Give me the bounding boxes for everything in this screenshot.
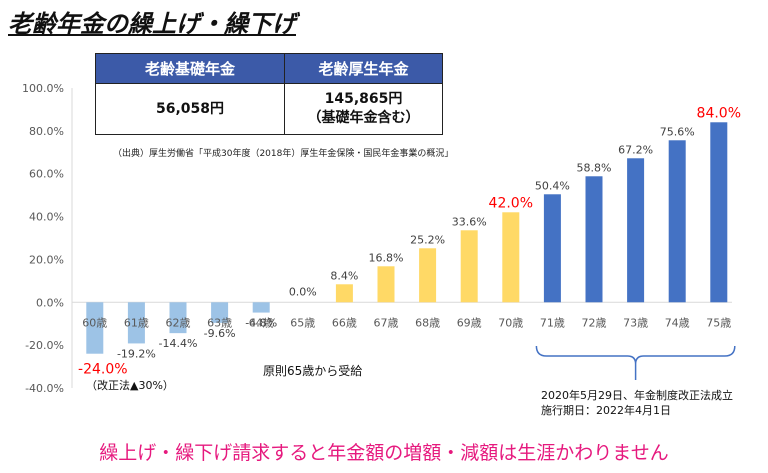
value-label: 84.0%: [697, 105, 741, 121]
bar: [668, 140, 686, 303]
reform-bracket: [535, 345, 736, 380]
y-tick-label: 40.0%: [29, 211, 64, 224]
value-label: -19.2%: [117, 347, 156, 360]
bar: [627, 158, 645, 303]
y-tick-label: 60.0%: [29, 168, 64, 181]
category-label: 60歳: [82, 316, 107, 329]
bar: [460, 230, 478, 303]
category-label: 62歳: [166, 316, 191, 329]
category-label: 74歳: [665, 316, 690, 329]
bar: [86, 302, 104, 354]
welfare-pension-header: 老齢厚生年金: [284, 53, 443, 84]
y-tick-label: 80.0%: [29, 125, 64, 138]
bar: [419, 248, 437, 303]
bar: [211, 302, 229, 323]
category-label: 63歳: [207, 316, 232, 329]
value-label: 67.2%: [618, 143, 653, 156]
value-label: -14.4%: [159, 337, 198, 350]
early-reform-note: （改正法▲30%）: [86, 379, 174, 392]
category-label: 71歳: [540, 316, 565, 329]
bar: [127, 302, 145, 344]
welfare-pension-note: （基礎年金含む）: [307, 110, 420, 126]
bars-group: [86, 122, 728, 354]
bar: [377, 266, 395, 303]
category-label: 69歳: [457, 316, 482, 329]
reform-note-line1: 2020年5月29日、年金制度改正法成立: [541, 389, 733, 402]
value-labels-group: -24.0% -19.2%-14.4% -9.6% -4.8% 0.0% 8.4% 16.8…: [78, 105, 741, 377]
y-tick-label: 20.0%: [29, 253, 64, 266]
basic-pension-header: 老齢基礎年金: [95, 53, 285, 84]
value-label: 50.4%: [535, 179, 570, 192]
value-label: 25.2%: [410, 233, 445, 246]
y-tick-label: -20.0%: [25, 339, 64, 352]
y-axis-ticks: 100.0% 80.0% 60.0% 40.0% 20.0% 0.0% -20.0% -40.…: [22, 82, 64, 395]
category-label: 66歳: [332, 316, 357, 329]
pension-amount-table: 老齢基礎年金 老齢厚生年金 56,058円 145,865円 （基礎年金含む）: [95, 53, 443, 135]
welfare-pension-amount: 145,865円 （基礎年金含む）: [284, 83, 443, 135]
category-label: 75歳: [706, 316, 731, 329]
category-label: 72歳: [582, 316, 607, 329]
basic-pension-value: 56,058円: [155, 100, 225, 117]
category-label: 68歳: [415, 316, 440, 329]
value-label: -24.0%: [78, 362, 128, 378]
category-label: 61歳: [124, 316, 149, 329]
standard-age-note: 原則65歳から受給: [263, 364, 363, 378]
category-label: 70歳: [498, 316, 523, 329]
y-tick-label: 100.0%: [22, 82, 64, 95]
bar: [543, 194, 561, 303]
category-label: 67歳: [374, 316, 399, 329]
value-label: 75.6%: [660, 125, 695, 138]
y-tick-label: -40.0%: [25, 382, 64, 395]
reform-note-line2: 施行期日：2022年4月1日: [541, 404, 671, 417]
page-title: 老齢年金の繰上げ・繰下げ: [8, 10, 296, 38]
value-label: 33.6%: [452, 215, 487, 228]
category-label: 65歳: [290, 316, 315, 329]
bar: [335, 284, 353, 303]
value-label: 16.8%: [369, 251, 404, 264]
bar: [252, 302, 270, 313]
category-label: 64歳: [249, 316, 274, 329]
category-label: 73歳: [623, 316, 648, 329]
source-note: （出典）厚生労働省「平成30年度（2018年）厚生年金保険・国民年金事業の概況」: [113, 149, 454, 159]
category-labels-group: 60歳 61歳 62歳 63歳 64歳 65歳 66歳 67歳 68歳 69歳 70歳 71歳 72歳 7…: [82, 316, 731, 329]
welfare-pension-value: 145,865円: [324, 91, 403, 107]
value-label: -4.8%: [245, 317, 277, 330]
value-label: 42.0%: [489, 195, 533, 211]
value-label: 0.0%: [289, 285, 317, 298]
basic-pension-amount: 56,058円: [95, 83, 285, 135]
bar: [710, 122, 728, 303]
bar: [502, 212, 520, 303]
value-label: -9.6%: [204, 327, 236, 340]
value-label: 8.4%: [330, 269, 358, 282]
reform-date-note: 2020年5月29日、年金制度改正法成立 施行期日：2022年4月1日: [541, 388, 733, 418]
y-tick-label: 0.0%: [36, 296, 64, 309]
bottom-message: 繰上げ・繰下げ請求すると年金額の増額・減額は生涯かわりません: [99, 442, 669, 464]
bar: [585, 176, 603, 303]
value-label: 58.8%: [577, 161, 612, 174]
bar: [169, 302, 187, 334]
